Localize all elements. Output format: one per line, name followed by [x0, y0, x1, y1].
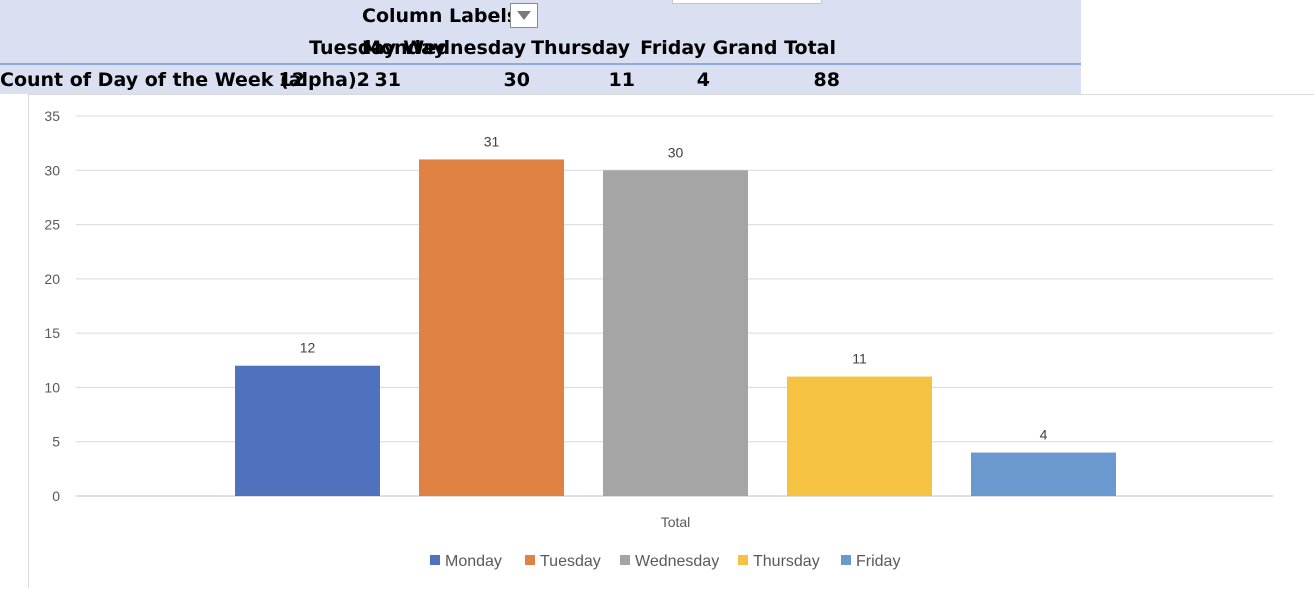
legend-swatch	[620, 555, 630, 565]
bar-friday[interactable]	[971, 452, 1116, 496]
bar-chart: 0 5 10 15 20 25 30 35 12 31 30 11 4 Total Monday Tuesda…	[44, 108, 1273, 570]
chart-area[interactable]: 0 5 10 15 20 25 30 35 12 31 30 11 4 Total Monday Tuesda…	[28, 94, 1314, 588]
header-thursday: Thursday	[531, 37, 630, 59]
bar-tuesday[interactable]	[419, 159, 564, 496]
data-label: 30	[668, 144, 684, 160]
legend-swatch	[525, 555, 535, 565]
value-monday: 12	[278, 69, 305, 91]
bar-thursday[interactable]	[787, 376, 932, 496]
x-category-label: Total	[661, 514, 691, 530]
row-label: Count of Day of the Week (alpha)2	[0, 69, 370, 91]
value-tuesday: 31	[374, 69, 401, 91]
data-label: 31	[484, 133, 500, 149]
header-friday: Friday	[640, 37, 706, 59]
header-grand-total: Grand Total	[712, 37, 836, 59]
header-divider	[0, 63, 1081, 65]
header-monday: Monday	[362, 37, 446, 59]
column-labels-header: Column Labels	[362, 5, 519, 27]
legend-label: Friday	[856, 553, 900, 570]
data-label: 11	[852, 351, 867, 367]
legend-swatch	[841, 555, 851, 565]
y-tick-label: 5	[52, 434, 60, 450]
y-tick-label: 10	[44, 379, 60, 395]
header-tuesday: Tuesday	[309, 37, 396, 59]
data-label: 4	[1040, 427, 1048, 443]
value-thursday: 11	[608, 69, 635, 91]
y-tick-label: 25	[44, 217, 60, 233]
value-wednesday: 30	[503, 69, 530, 91]
legend-swatch	[430, 555, 440, 565]
value-grand-total: 88	[813, 69, 840, 91]
column-labels-filter-button[interactable]	[510, 3, 538, 28]
bar-wednesday[interactable]	[603, 170, 748, 496]
y-tick-label: 35	[44, 108, 60, 124]
legend-swatch	[738, 555, 748, 565]
y-tick-label: 0	[52, 488, 60, 504]
y-tick-label: 15	[44, 325, 60, 341]
y-tick-label: 20	[44, 271, 60, 287]
bar-monday[interactable]	[235, 365, 380, 496]
legend-label: Tuesday	[540, 553, 601, 570]
pivot-table: Column Labels Monday Tuesday Wednesday T…	[0, 0, 1081, 94]
legend-label: Thursday	[753, 553, 820, 570]
data-label: 12	[300, 340, 316, 356]
header-wednesday: Wednesday	[403, 37, 526, 59]
legend-label: Wednesday	[635, 553, 719, 570]
popup-edge	[672, 0, 822, 4]
chevron-down-icon	[517, 11, 531, 20]
y-tick-label: 30	[44, 162, 60, 178]
legend-label: Monday	[445, 553, 502, 570]
value-friday: 4	[696, 69, 710, 91]
